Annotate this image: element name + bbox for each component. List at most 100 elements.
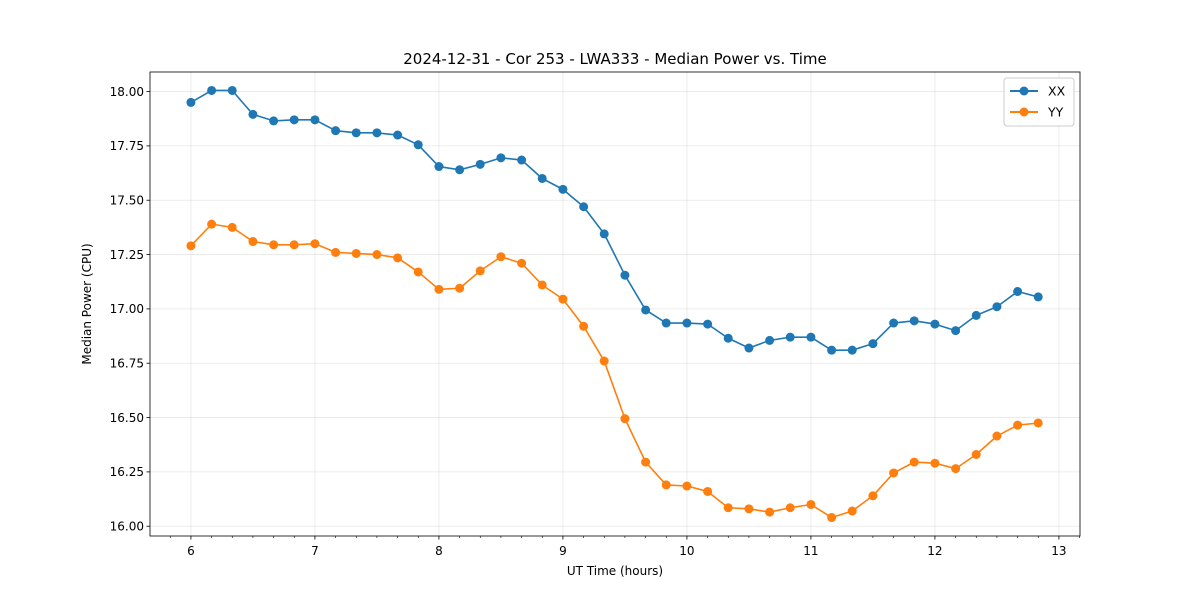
data-point-xx [1013, 287, 1023, 297]
data-point-xx [372, 128, 382, 138]
y-tick-label: 16.25 [110, 465, 144, 479]
data-point-yy [951, 464, 961, 474]
data-point-xx [744, 343, 754, 353]
data-point-yy [723, 503, 733, 513]
legend-label-yy: YY [1047, 105, 1064, 120]
data-point-xx [248, 109, 258, 119]
data-point-xx [723, 333, 733, 343]
data-point-yy [372, 250, 382, 260]
data-point-yy [992, 431, 1002, 441]
data-point-yy [744, 504, 754, 514]
data-point-xx [579, 202, 589, 212]
data-point-xx [331, 126, 341, 136]
data-point-xx [599, 229, 609, 239]
y-tick-label: 16.00 [110, 520, 144, 534]
data-point-yy [413, 267, 423, 277]
plot-frame [149, 71, 1081, 537]
data-point-yy [827, 513, 837, 523]
data-point-yy [889, 468, 899, 478]
y-axis-label: Median Power (CPU) [80, 243, 94, 364]
x-tick-label: 10 [679, 544, 694, 558]
legend-marker-xx [1019, 86, 1029, 96]
x-tick-label: 11 [803, 544, 818, 558]
y-tick-label: 18.00 [110, 85, 144, 99]
data-point-yy [641, 457, 651, 467]
data-point-xx [455, 165, 465, 175]
axes-layer: 6 7 8 9 10 11 12 13 16.00 16.25 16.50 16.75 17.00 17.… [110, 71, 1081, 558]
data-point-yy [331, 247, 341, 257]
data-point-xx [475, 159, 485, 169]
legend: XX YY [1003, 77, 1075, 127]
data-point-xx [496, 153, 506, 163]
y-tick-label: 17.75 [110, 139, 144, 153]
legend-label-xx: XX [1048, 84, 1066, 99]
data-point-yy [517, 258, 527, 268]
data-point-yy [537, 280, 547, 290]
data-point-xx [847, 345, 857, 355]
data-point-yy [785, 503, 795, 513]
data-point-xx [682, 318, 692, 328]
data-point-yy [1013, 420, 1023, 430]
y-tick-label: 17.25 [110, 248, 144, 262]
data-point-xx [620, 270, 630, 280]
data-point-yy [351, 248, 361, 258]
series-line-xx [190, 89, 1039, 351]
data-point-yy [289, 240, 299, 250]
data-point-xx [641, 305, 651, 315]
data-point-yy [847, 506, 857, 516]
data-point-xx [1033, 292, 1043, 302]
data-point-xx [310, 115, 320, 125]
data-point-yy [248, 237, 258, 247]
data-point-yy [661, 480, 671, 490]
data-point-yy [909, 457, 919, 467]
y-tick-label: 16.50 [110, 411, 144, 425]
data-point-yy [434, 284, 444, 294]
data-point-yy [496, 252, 506, 262]
data-point-xx [207, 85, 217, 95]
data-point-xx [806, 332, 816, 342]
data-point-xx [289, 115, 299, 125]
data-point-xx [785, 332, 795, 342]
data-point-yy [207, 219, 217, 229]
data-point-xx [393, 130, 403, 140]
y-tick-label: 17.00 [110, 302, 144, 316]
x-tick-label: 13 [1051, 544, 1066, 558]
data-point-xx [971, 310, 981, 320]
data-point-yy [579, 321, 589, 331]
data-point-xx [558, 184, 568, 194]
data-point-yy [455, 283, 465, 293]
data-point-xx [951, 326, 961, 336]
x-tick-label: 9 [559, 544, 567, 558]
x-tick-label: 12 [927, 544, 942, 558]
data-point-yy [310, 239, 320, 249]
data-point-yy [703, 486, 713, 496]
data-point-yy [930, 458, 940, 468]
grid-layer [150, 72, 1080, 536]
data-point-xx [930, 319, 940, 329]
data-point-xx [269, 116, 279, 126]
data-point-xx [351, 128, 361, 138]
x-tick-label: 6 [187, 544, 195, 558]
legend-marker-yy [1019, 107, 1029, 117]
data-point-yy [599, 356, 609, 366]
series-line-yy [190, 223, 1039, 519]
series-layer [186, 85, 1043, 523]
data-point-yy [227, 222, 237, 232]
data-point-yy [1033, 418, 1043, 428]
data-point-xx [413, 140, 423, 150]
chart-title: 2024-12-31 - Cor 253 - LWA333 - Median P… [403, 50, 827, 68]
data-point-xx [227, 85, 237, 95]
x-tick-label: 8 [435, 544, 443, 558]
data-point-xx [703, 319, 713, 329]
x-axis-label: UT Time (hours) [567, 564, 663, 578]
data-point-xx [827, 345, 837, 355]
data-point-yy [868, 491, 878, 501]
data-point-yy [186, 241, 196, 251]
data-point-xx [517, 155, 527, 165]
y-tick-label: 16.75 [110, 357, 144, 371]
data-point-xx [992, 302, 1002, 312]
data-point-xx [186, 97, 196, 107]
data-point-yy [558, 294, 568, 304]
